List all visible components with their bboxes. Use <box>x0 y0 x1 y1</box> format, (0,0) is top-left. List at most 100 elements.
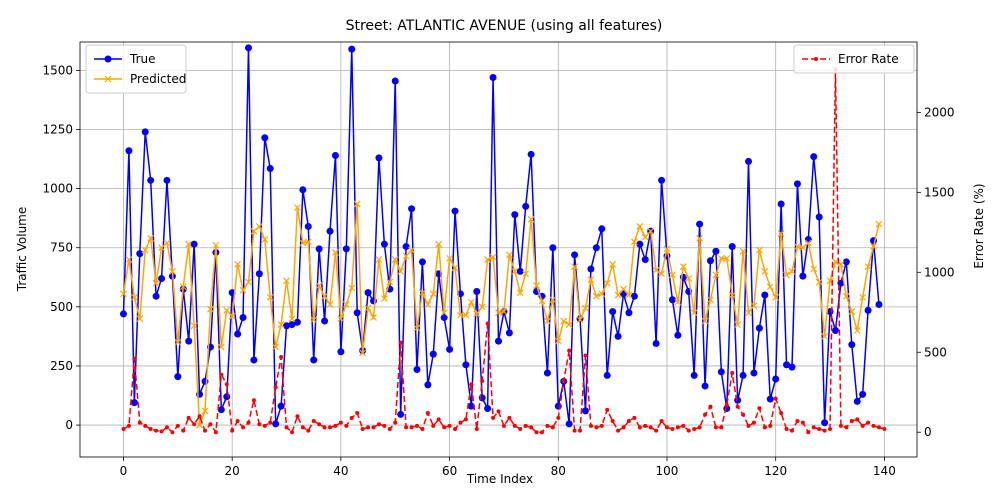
point-predicted <box>554 337 562 345</box>
legend-label: Error Rate <box>838 52 899 66</box>
point-true <box>424 381 432 389</box>
point-mark <box>152 279 160 287</box>
point-true <box>125 147 133 155</box>
point-true <box>625 309 633 317</box>
point-predicted <box>397 267 405 275</box>
point-true <box>147 176 155 184</box>
point-error-rate <box>539 430 544 435</box>
point-predicted <box>130 293 138 301</box>
point-true <box>527 150 535 158</box>
point-predicted <box>734 321 742 329</box>
point-predicted <box>549 296 557 304</box>
point-mark <box>266 293 274 301</box>
point-true <box>391 77 399 85</box>
point-predicted <box>435 240 443 248</box>
point-predicted <box>603 279 611 287</box>
point-true <box>788 363 796 371</box>
point-mark <box>364 304 372 312</box>
point-true <box>266 165 274 173</box>
point-error-rate <box>262 423 267 428</box>
point-error-rate <box>828 427 833 432</box>
point-predicted <box>212 241 220 249</box>
point-true <box>815 213 823 221</box>
point-predicted <box>598 290 606 298</box>
point-predicted <box>457 311 464 319</box>
point-true <box>522 202 530 210</box>
point-predicted <box>565 321 573 329</box>
point-mark <box>826 277 834 285</box>
point-error-rate <box>507 415 512 420</box>
point-true <box>250 356 258 364</box>
point-predicted <box>163 239 171 247</box>
point-predicted <box>864 263 872 271</box>
point-mark <box>745 309 752 317</box>
point-error-rate <box>170 430 175 435</box>
point-predicted <box>261 236 269 243</box>
point-true <box>484 405 492 413</box>
point-predicted <box>533 282 540 289</box>
point-predicted <box>788 267 796 275</box>
point-mark <box>451 264 459 272</box>
point-true <box>375 154 383 162</box>
point-predicted <box>245 278 252 286</box>
point-mark <box>342 301 350 308</box>
point-true <box>141 128 149 136</box>
point-true <box>217 406 225 414</box>
point-mark <box>652 266 660 274</box>
point-mark <box>228 312 236 320</box>
point-mark <box>712 271 720 279</box>
point-true <box>283 322 291 330</box>
legend-entry-error-rate: Error Rate <box>802 52 899 66</box>
point-true <box>853 397 861 405</box>
point-error-rate <box>675 425 680 430</box>
point-predicted <box>207 305 214 313</box>
point-predicted <box>174 338 182 346</box>
point-mark <box>571 263 579 271</box>
point-error-rate <box>148 427 153 432</box>
point-mark <box>587 276 595 284</box>
point-predicted <box>582 304 589 312</box>
point-true <box>804 235 812 243</box>
point-true <box>293 318 301 326</box>
point-predicted <box>353 200 361 208</box>
point-mark <box>478 303 486 311</box>
point-error-rate <box>458 420 463 425</box>
point-mark <box>560 317 568 325</box>
point-true <box>397 410 405 418</box>
point-true <box>119 310 127 318</box>
point-error-rate <box>382 423 387 428</box>
point-mark <box>842 292 850 300</box>
point-error-rate <box>534 430 539 435</box>
point-error-rate <box>768 423 773 428</box>
point-mark <box>810 265 818 273</box>
point-mark <box>641 233 649 241</box>
point-true <box>777 200 785 208</box>
axes: 0 20 40 60 80 100 120 140 0 250 500 750 1000 1250 1500… <box>42 63 954 478</box>
point-predicted <box>402 252 410 260</box>
point-mark <box>728 291 736 299</box>
point-mark <box>250 227 258 235</box>
y-tick-label: 500 <box>50 300 73 314</box>
point-mark <box>554 337 562 345</box>
point-error-rate <box>463 417 468 422</box>
point-mark <box>522 270 530 278</box>
point-predicted <box>359 349 367 357</box>
point-error-rate <box>713 425 718 430</box>
point-error-rate <box>393 420 398 425</box>
point-mark <box>413 324 421 332</box>
point-error-rate <box>453 427 458 432</box>
point-mark <box>630 238 638 246</box>
x-tick-label: 40 <box>333 464 348 478</box>
y-tick-label: 0 <box>65 418 73 432</box>
point-predicted <box>283 277 290 285</box>
point-error-rate <box>692 427 697 432</box>
point-mark <box>663 245 671 253</box>
point-predicted <box>250 227 258 235</box>
point-mark <box>288 315 296 323</box>
point-mark <box>723 254 731 262</box>
point-predicted <box>234 260 242 268</box>
point-error-rate <box>203 428 208 433</box>
point-error-rate <box>485 321 490 326</box>
point-error-rate <box>800 420 805 425</box>
point-error-rate <box>806 430 811 435</box>
